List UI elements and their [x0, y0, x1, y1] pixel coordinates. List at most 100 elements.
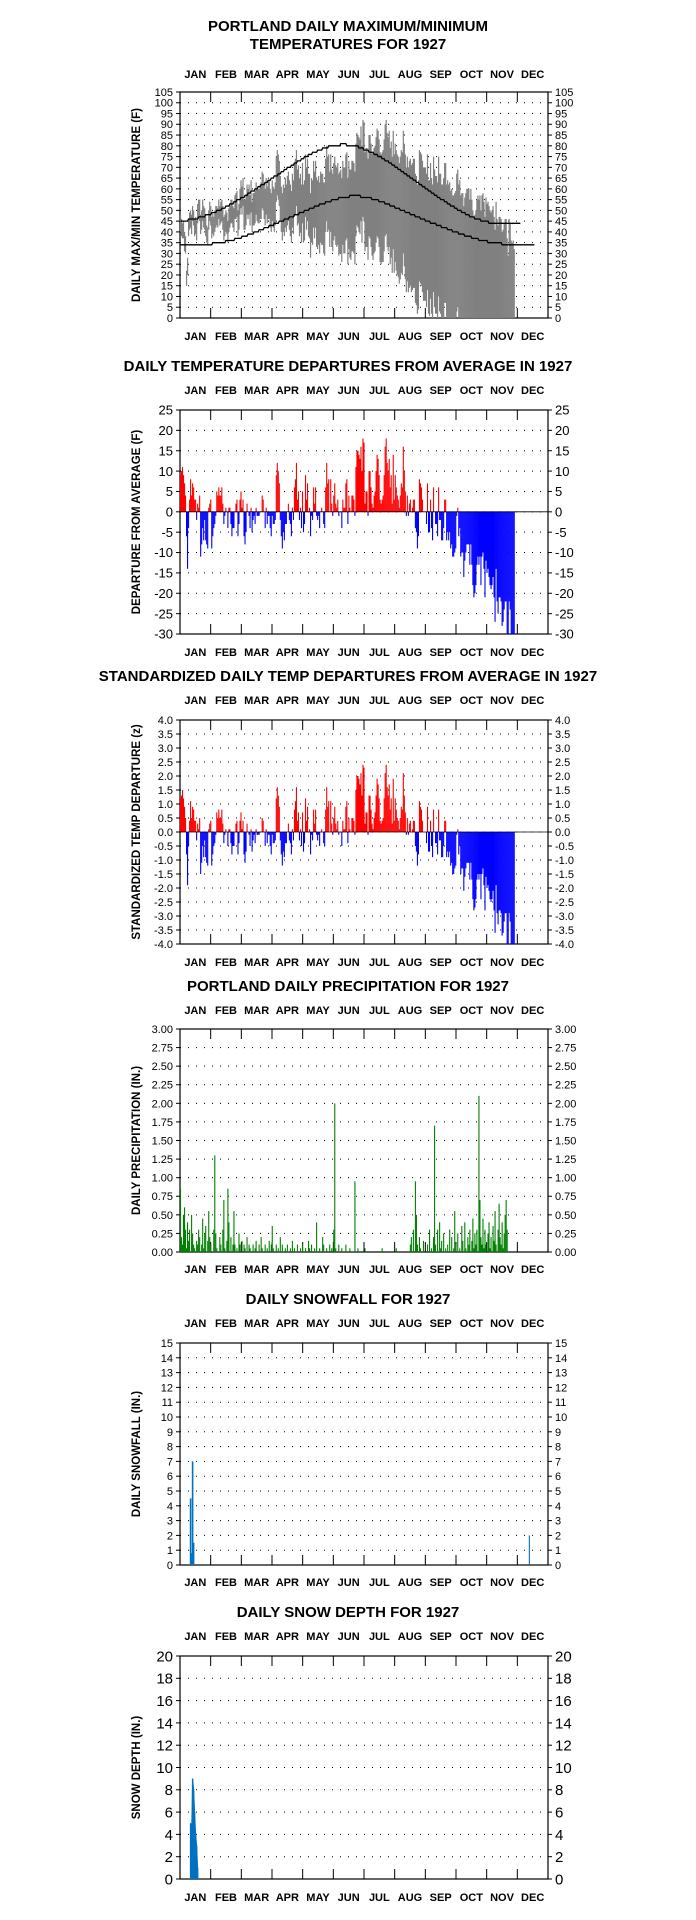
month-label: MAY: [306, 957, 330, 969]
precipitation-chart: 0.00 0.00 0.25 0.25 0.50 0.50 0.75 0.75 1.00 1.00…: [131, 1005, 576, 1276]
y-tick-label: 0.25: [152, 1228, 173, 1240]
month-label: NOV: [490, 957, 515, 969]
month-label: FEB: [215, 385, 237, 397]
y-tick-label: 2: [165, 1849, 173, 1866]
month-label: JUN: [338, 957, 360, 969]
y-tick-label: 20: [161, 270, 173, 282]
y-tick-label: 13: [555, 1368, 567, 1380]
month-label: MAY: [306, 647, 330, 659]
y-tick-label: -5: [161, 525, 173, 540]
y-tick-label: 11: [162, 1397, 173, 1409]
y-tick-label: -2.0: [154, 883, 173, 895]
y-tick-label: 20: [555, 1648, 572, 1665]
y-tick-label: 40: [161, 227, 173, 239]
month-label: AUG: [398, 1892, 422, 1904]
month-label: APR: [276, 1264, 299, 1276]
month-label: JAN: [184, 647, 206, 659]
y-tick-label: 15: [555, 281, 567, 293]
y-tick-label: -20: [555, 586, 574, 601]
y-tick-label: 3.00: [555, 1024, 576, 1036]
month-label: SEP: [430, 1892, 452, 1904]
y-tick-label: 7: [555, 1456, 561, 1468]
snow-depth-chart: 0 0 2 2 4 4 6 6 8 8 10 10 12 12 14 14 16 16 18 18 20 20 JAN JAN…: [131, 1631, 572, 1904]
month-label: MAR: [244, 957, 269, 969]
y-tick-label: -25: [555, 606, 574, 621]
month-label: SEP: [430, 1318, 452, 1330]
y-tick-label: -15: [555, 566, 574, 581]
y-tick-label: 6: [167, 1471, 173, 1483]
y-tick-label: 0.00: [152, 1247, 173, 1259]
departure-chart: -30 -30 -25 -25 -20 -20 -15 -15 -10 -10 -5 -5 0 0 5 5 10…: [131, 385, 574, 659]
y-tick-label: 1.5: [555, 785, 570, 797]
month-label: JUL: [369, 647, 390, 659]
month-label: APR: [276, 1318, 299, 1330]
y-tick-label: 2.00: [555, 1098, 576, 1110]
y-axis-label: DAILY SNOWFALL (IN.): [131, 1391, 143, 1517]
month-label: DEC: [521, 1631, 544, 1643]
month-label: SEP: [430, 1264, 452, 1276]
y-tick-label: 4: [555, 1501, 561, 1513]
month-label: MAY: [306, 331, 330, 343]
month-label: JUN: [338, 385, 360, 397]
y-tick-label: 5: [166, 484, 173, 499]
y-tick-label: 0: [555, 504, 562, 519]
month-label: FEB: [215, 1892, 237, 1904]
month-label: NOV: [490, 69, 515, 81]
data-layer: [180, 438, 515, 634]
month-label: JAN: [184, 1577, 206, 1589]
month-label: OCT: [460, 1631, 484, 1643]
y-tick-label: 2.5: [158, 757, 173, 769]
month-label: OCT: [460, 69, 484, 81]
y-tick-label: 0: [555, 313, 561, 325]
month-label: AUG: [398, 957, 422, 969]
y-tick-label: 12: [156, 1738, 173, 1755]
month-label: JUN: [338, 1005, 360, 1017]
y-tick-label: -3.0: [555, 911, 574, 923]
y-tick-label: 1.00: [152, 1173, 173, 1185]
month-label: OCT: [460, 647, 484, 659]
y-tick-label: 9: [167, 1427, 173, 1439]
y-tick-label: 5: [167, 1486, 173, 1498]
y-tick-label: 0.5: [158, 813, 173, 825]
y-tick-label: 3.0: [158, 743, 173, 755]
month-label: APR: [276, 69, 299, 81]
month-label: JAN: [184, 1318, 206, 1330]
month-label: MAY: [306, 385, 330, 397]
data-layer: [189, 1461, 530, 1565]
y-axis-label: STANDARDIZED TEMP DEPARTURE (z): [131, 724, 143, 939]
month-label: JAN: [184, 957, 206, 969]
y-tick-label: 16: [156, 1693, 173, 1710]
month-label: SEP: [430, 647, 452, 659]
month-label: JUL: [369, 1318, 390, 1330]
month-label: NOV: [490, 647, 515, 659]
y-tick-label: -2.5: [154, 897, 173, 909]
chart-title: PORTLAND DAILY PRECIPITATION FOR 1927: [187, 978, 509, 995]
month-label: MAY: [306, 1892, 330, 1904]
month-label: JUN: [338, 331, 360, 343]
month-label: JUL: [369, 1892, 390, 1904]
month-label: AUG: [398, 1005, 422, 1017]
panel-snow-depth: DAILY SNOW DEPTH FOR 1927 0 0 2 2 4 4 6 6 8 8 10 10…: [0, 1596, 696, 1916]
month-label: JUL: [369, 331, 390, 343]
y-tick-label: 3.0: [555, 743, 570, 755]
y-tick-label: 95: [161, 108, 173, 120]
month-label: FEB: [215, 957, 237, 969]
y-tick-label: 20: [156, 1648, 173, 1665]
y-tick-label: 70: [161, 162, 173, 174]
y-tick-label: 10: [555, 1760, 572, 1777]
month-label: JUN: [338, 1264, 360, 1276]
y-tick-label: 5: [555, 302, 561, 314]
month-label: SEP: [430, 385, 452, 397]
month-label: MAY: [306, 1264, 330, 1276]
month-label: APR: [276, 1631, 299, 1643]
y-tick-label: 10: [555, 1412, 567, 1424]
y-tick-label: -4.0: [555, 939, 574, 951]
month-label: APR: [276, 957, 299, 969]
y-tick-label: 4.0: [555, 715, 570, 727]
month-label: APR: [276, 1892, 299, 1904]
y-tick-label: 2.0: [555, 771, 570, 783]
y-tick-label: 60: [555, 184, 567, 196]
panel-temperature: PORTLAND DAILY MAXIMUM/MINIMUM TEMPERATU…: [0, 0, 696, 343]
y-tick-label: 2.75: [152, 1043, 173, 1055]
y-tick-label: 55: [161, 195, 173, 207]
